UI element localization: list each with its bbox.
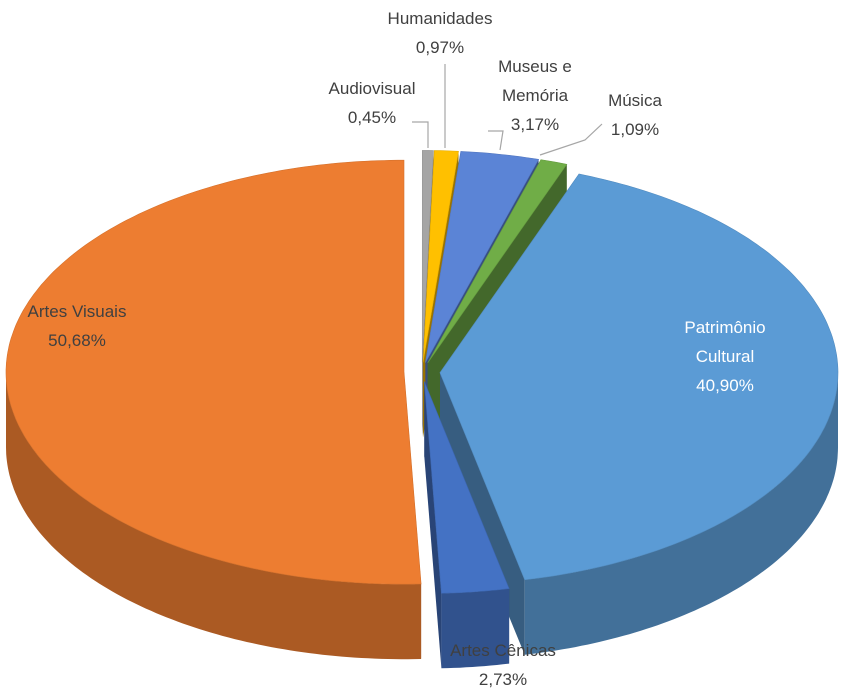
- slice-label: Artes Visuais 50,68%: [28, 297, 127, 355]
- leader-line: [412, 121, 429, 148]
- value-label: 0,45%: [347, 108, 397, 127]
- category-label: Artes Visuais: [27, 302, 127, 321]
- slice-label: Museus e Memória 3,17%: [490, 52, 580, 139]
- slice-label: Patrimônio Cultural 40,90%: [667, 313, 783, 400]
- category-label: Música: [608, 91, 662, 110]
- value-label: 3,17%: [510, 115, 560, 134]
- slice: [422, 150, 459, 363]
- value-label: 0,97%: [415, 38, 465, 57]
- leader-line: [539, 123, 603, 156]
- slice-side: [524, 372, 838, 655]
- slice-side: [6, 372, 422, 660]
- category-label: Patrimônio Cultural: [684, 318, 766, 366]
- slice-label: Artes Cênicas 2,73%: [450, 636, 556, 691]
- category-label: Humanidades: [387, 9, 493, 28]
- slice: [439, 173, 839, 581]
- slice: [424, 381, 510, 594]
- value-label: 40,90%: [696, 376, 754, 395]
- slice-label: Audiovisual 0,45%: [329, 74, 416, 132]
- leader-line: [488, 130, 504, 151]
- value-label: 50,68%: [48, 331, 106, 350]
- slice-face: [424, 381, 442, 669]
- value-label: 1,09%: [610, 120, 660, 139]
- slice-label: Humanidades 0,97%: [388, 4, 493, 62]
- slice: [5, 159, 422, 585]
- category-label: Audiovisual: [328, 79, 416, 98]
- slice: [427, 159, 568, 364]
- slice-label: Música 1,09%: [608, 86, 662, 144]
- category-label: Artes Cênicas: [450, 641, 556, 660]
- category-label: Museus e Memória: [498, 57, 572, 105]
- slice: [421, 150, 434, 363]
- slice-side: [441, 588, 510, 669]
- value-label: 2,73%: [478, 670, 528, 689]
- slice: [425, 151, 540, 363]
